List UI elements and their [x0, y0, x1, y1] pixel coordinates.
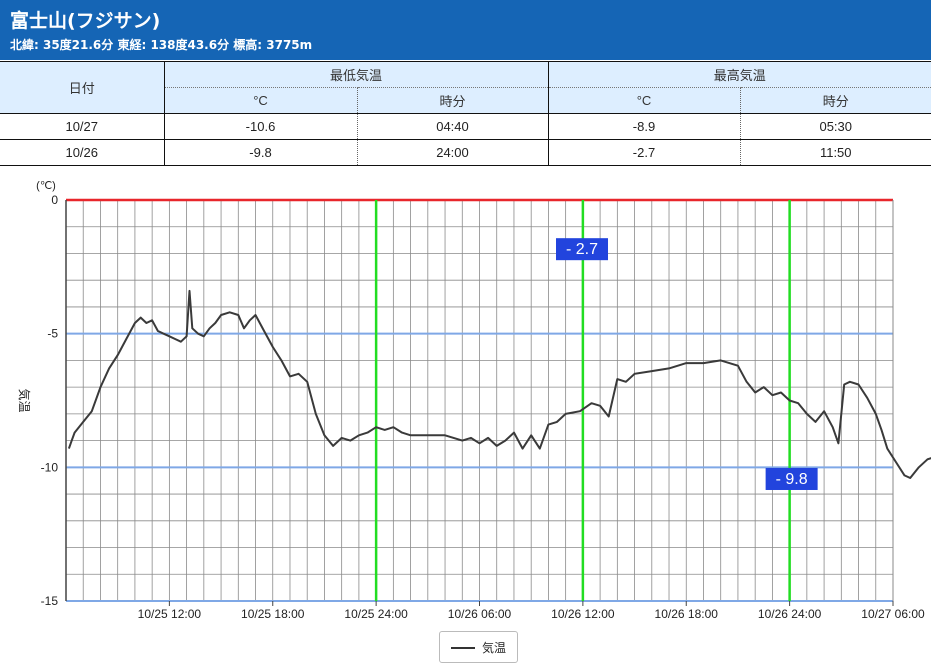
date-column-header: 日付 — [0, 61, 164, 114]
row-min-time: 04:40 — [356, 113, 548, 140]
value-callout-text: - 9.8 — [776, 471, 808, 488]
x-tick-label: 10/26 12:00 — [551, 607, 615, 621]
chart-legend[interactable]: 気温 — [439, 631, 518, 663]
max-temp-unit-header: °C — [547, 87, 740, 114]
y-tick-label: -15 — [41, 594, 59, 608]
row-min-temp: -9.8 — [163, 139, 357, 166]
x-tick-label: 10/26 06:00 — [448, 607, 512, 621]
table-row: 10/26 -9.8 24:00 -2.7 11:50 — [0, 139, 931, 166]
legend-label: 気温 — [482, 641, 507, 655]
value-callout-box — [765, 467, 818, 490]
temperature-chart: 0 -5 -10 -15 (℃) 気温 10/25 12:00 10/25 18:00 10/2… — [17, 180, 931, 621]
row-max-time: 05:30 — [739, 113, 931, 140]
temperature-summary-table: 日付 最低気温 最高気温 °C 時分 °C 時分 10/27 -10.6 04:… — [0, 61, 931, 166]
y-tick-label: -10 — [41, 460, 59, 474]
station-header: 富士山(フジサン) 北緯: 35度21.6分 東経: 138度43.6分 標高:… — [0, 0, 931, 60]
station-coordinates: 北緯: 35度21.6分 東経: 138度43.6分 標高: 3775m — [10, 38, 313, 52]
y-tick-label: -5 — [47, 327, 58, 341]
value-callout: - 2.7 — [556, 238, 609, 261]
row-max-temp: -2.7 — [547, 139, 740, 166]
row-max-temp: -8.9 — [547, 113, 740, 140]
min-time-header: 時分 — [356, 87, 548, 114]
y-tick-label: 0 — [51, 193, 58, 207]
max-temp-group-header: 最高気温 — [547, 61, 931, 88]
y-axis-unit: (℃) — [36, 180, 56, 192]
max-time-header: 時分 — [739, 87, 931, 114]
row-date: 10/27 — [0, 113, 164, 140]
y-axis-label: 気温 — [17, 388, 32, 412]
station-name: 富士山(フジサン) — [10, 10, 161, 32]
value-callout: - 9.8 — [765, 467, 818, 490]
min-temp-group-header: 最低気温 — [163, 61, 548, 88]
x-tick-label: 10/26 24:00 — [758, 607, 822, 621]
row-min-time: 24:00 — [356, 139, 548, 166]
legend-line-swatch — [451, 647, 475, 649]
x-tick-label: 10/27 06:00 — [861, 607, 925, 621]
min-temp-unit-header: °C — [163, 87, 357, 114]
table-row: 10/27 -10.6 04:40 -8.9 05:30 — [0, 113, 931, 140]
x-tick-label: 10/25 12:00 — [138, 607, 202, 621]
value-callout-text: - 2.7 — [566, 241, 598, 258]
row-date: 10/26 — [0, 139, 164, 166]
temperature-series-line — [67, 289, 931, 479]
table-subheader-row: °C 時分 °C 時分 — [0, 87, 931, 114]
row-max-time: 11:50 — [739, 139, 931, 166]
value-callout-box — [556, 238, 609, 261]
x-tick-label: 10/25 24:00 — [344, 607, 408, 621]
x-tick-label: 10/25 18:00 — [241, 607, 305, 621]
table-header-row: 日付 最低気温 最高気温 — [0, 61, 931, 114]
row-min-temp: -10.6 — [163, 113, 357, 140]
x-tick-label: 10/26 18:00 — [655, 607, 719, 621]
